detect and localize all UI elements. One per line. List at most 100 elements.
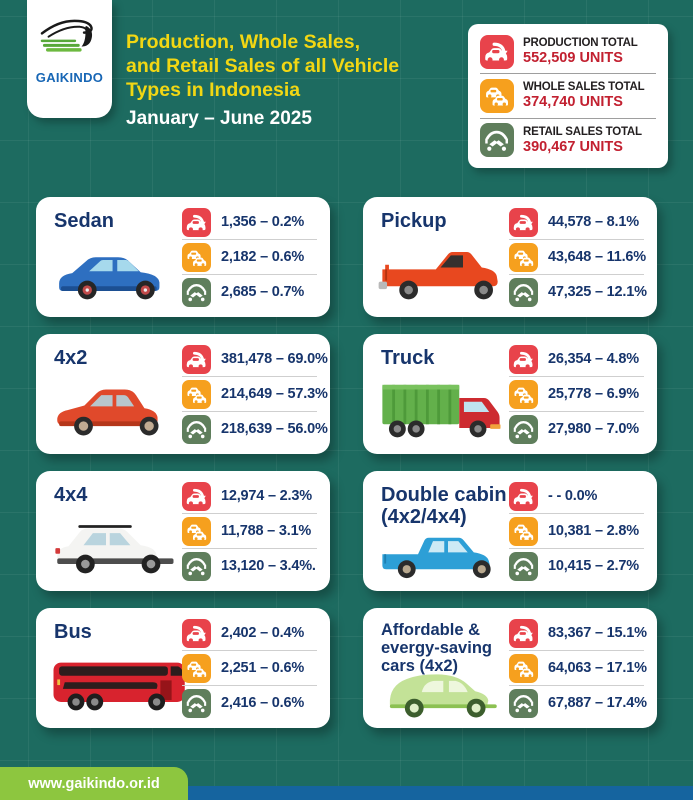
stat-value: 27,980 – 7.0%	[548, 421, 639, 437]
whole-sales-icon	[182, 653, 211, 683]
vehicle-cards-grid: Sedan 1,356 – 0.2% 2,182 – 0.6%	[36, 197, 657, 728]
stat-production: 83,367 – 15.1%	[509, 616, 647, 650]
retail-sales-icon	[509, 551, 538, 581]
whole-sales-icon	[509, 242, 538, 272]
page-title: Production, Whole Sales, and Retail Sale…	[126, 30, 399, 130]
stat-value: 12,974 – 2.3%	[221, 488, 312, 504]
production-total-label: PRODUCTION TOTAL	[523, 37, 638, 50]
stat-production: 381,478 – 69.0%	[182, 342, 328, 376]
retail-sales-icon	[509, 277, 538, 307]
period-subtitle: January – June 2025	[126, 108, 312, 129]
production-icon	[182, 344, 211, 374]
stat-retail-sales: 218,639 – 56.0%	[182, 411, 328, 446]
stat-retail-sales: 47,325 – 12.1%	[509, 274, 647, 309]
stat-value: 64,063 – 17.1%	[548, 660, 647, 676]
title-line-1: Production, Whole Sales,	[126, 31, 361, 53]
stat-whole-sales: 11,788 – 3.1%	[182, 513, 317, 548]
bus-illustration	[46, 650, 196, 722]
stat-retail-sales: 10,415 – 2.7%	[509, 548, 644, 583]
retail-sales-icon	[182, 551, 211, 581]
whole-sales-icon	[182, 242, 211, 272]
stat-production: 12,974 – 2.3%	[182, 479, 317, 513]
card-title-double-cabin: Double cabin (4x2/4x4)	[381, 484, 507, 528]
whole-sales-total-row: WHOLE SALES TOTAL 374,740 UNITS	[480, 73, 656, 117]
stat-value: 214,649 – 57.3%	[221, 386, 328, 402]
stat-value: 26,354 – 4.8%	[548, 351, 639, 367]
whole-sales-icon	[509, 379, 538, 409]
gaikindo-logo: GAIKINDO	[27, 0, 112, 118]
stat-value: 381,478 – 69.0%	[221, 351, 328, 367]
stat-whole-sales: 64,063 – 17.1%	[509, 650, 647, 685]
stat-value: 13,120 – 3.4%.	[221, 558, 316, 574]
whole-sales-icon	[182, 379, 211, 409]
truck-illustration	[373, 376, 523, 448]
card-title-sedan: Sedan	[54, 210, 115, 232]
gaikindo-logo-text: GAIKINDO	[35, 70, 104, 85]
whole-sales-icon	[182, 516, 211, 546]
title-line-3: Types in Indonesia	[126, 79, 301, 101]
retail-sales-icon	[182, 688, 211, 718]
stat-value: - - 0.0%	[548, 488, 598, 504]
whole-sales-total-value: 374,740 UNITS	[523, 94, 623, 111]
stat-production: 1,356 – 0.2%	[182, 205, 317, 239]
stat-production: 44,578 – 8.1%	[509, 205, 644, 239]
card-title-affordable: Affordable & evergy-saving cars (4x2)	[381, 621, 492, 675]
card-title-4x4: 4x4	[54, 484, 88, 506]
stat-production: 2,402 – 0.4%	[182, 616, 317, 650]
card-stats: 381,478 – 69.0% 214,649 – 57.3% 218,639 …	[182, 342, 328, 446]
hatchback-illustration	[46, 376, 196, 448]
card-affordable-energy-saving: Affordable & evergy-saving cars (4x2) 83…	[363, 608, 657, 728]
card-truck: Truck 26,354 – 4.8% 25,778 – 6.9%	[363, 334, 657, 454]
stat-whole-sales: 25,778 – 6.9%	[509, 376, 644, 411]
stat-value: 43,648 – 11.6%	[548, 249, 646, 265]
card-title-pickup: Pickup	[381, 210, 447, 232]
production-icon	[182, 618, 211, 648]
stat-whole-sales: 214,649 – 57.3%	[182, 376, 328, 411]
production-total-row: PRODUCTION TOTAL 552,509 UNITS	[480, 30, 656, 73]
stat-value: 47,325 – 12.1%	[548, 284, 647, 300]
retail-sales-total-row: RETAIL SALES TOTAL 390,467 UNITS	[480, 117, 656, 162]
website-link[interactable]: www.gaikindo.or.id	[28, 775, 160, 792]
title-line-2: and Retail Sales of all Vehicle	[126, 55, 400, 77]
stat-value: 44,578 – 8.1%	[548, 214, 639, 230]
production-total-value: 552,509 UNITS	[523, 50, 623, 67]
card-title-bus: Bus	[54, 621, 92, 643]
whole-sales-total-label: WHOLE SALES TOTAL	[523, 81, 645, 94]
stat-value: 25,778 – 6.9%	[548, 386, 639, 402]
totals-summary-box: PRODUCTION TOTAL 552,509 UNITS WHOLE SAL…	[468, 24, 668, 168]
production-icon	[509, 618, 538, 648]
production-icon	[509, 207, 538, 237]
stat-value: 2,416 – 0.6%	[221, 695, 305, 711]
retail-sales-icon	[182, 277, 211, 307]
footer-url-ribbon: www.gaikindo.or.id	[0, 767, 188, 800]
retail-sales-icon	[480, 123, 514, 158]
retail-sales-icon	[182, 414, 211, 444]
sedan-illustration	[46, 239, 196, 311]
stat-production: 26,354 – 4.8%	[509, 342, 644, 376]
stat-value: 2,251 – 0.6%	[221, 660, 305, 676]
card-double-cabin: Double cabin (4x2/4x4) - - 0.0% 10,381 –…	[363, 471, 657, 591]
stat-value: 2,685 – 0.7%	[221, 284, 305, 300]
stat-production: - - 0.0%	[509, 479, 644, 513]
stat-retail-sales: 67,887 – 17.4%	[509, 685, 647, 720]
production-icon	[509, 481, 538, 511]
stat-whole-sales: 2,182 – 0.6%	[182, 239, 317, 274]
card-stats: 2,402 – 0.4% 2,251 – 0.6% 2,416 – 0.6%	[182, 616, 317, 720]
card-4x4: 4x4 12,974 – 2.3% 11,788 – 3.1%	[36, 471, 330, 591]
stat-whole-sales: 2,251 – 0.6%	[182, 650, 317, 685]
production-icon	[182, 207, 211, 237]
stat-value: 218,639 – 56.0%	[221, 421, 328, 437]
stat-value: 10,381 – 2.8%	[548, 523, 639, 539]
stat-value: 11,788 – 3.1%	[221, 523, 312, 539]
whole-sales-icon	[509, 653, 538, 683]
city-car-illustration	[373, 666, 523, 722]
card-bus: Bus 2,402 – 0.4% 2,251 – 0.6%	[36, 608, 330, 728]
production-icon	[509, 344, 538, 374]
card-stats: 83,367 – 15.1% 64,063 – 17.1% 67,887 – 1…	[509, 616, 647, 720]
stat-whole-sales: 43,648 – 11.6%	[509, 239, 646, 274]
retail-sales-icon	[509, 688, 538, 718]
stat-value: 2,182 – 0.6%	[221, 249, 305, 265]
retail-sales-total-value: 390,467 UNITS	[523, 138, 623, 155]
card-pickup: Pickup 44,578 – 8.1% 43,648 – 11.6%	[363, 197, 657, 317]
production-icon	[480, 34, 514, 69]
